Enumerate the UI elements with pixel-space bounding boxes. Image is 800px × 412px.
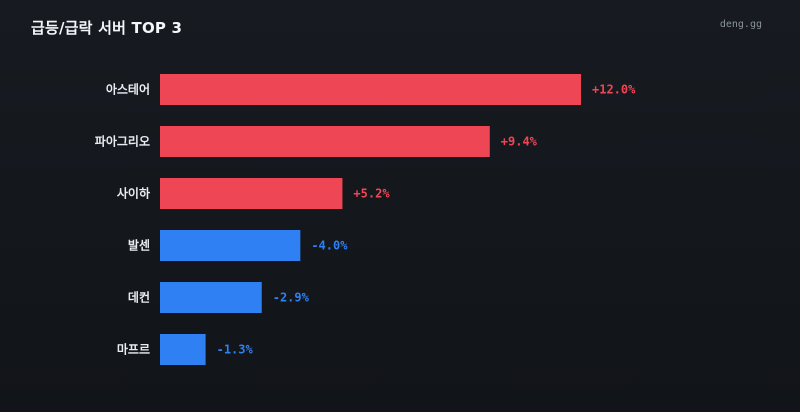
value-label: -4.0% bbox=[311, 239, 348, 253]
bar bbox=[160, 178, 343, 209]
value-label: -1.3% bbox=[217, 343, 254, 357]
category-label: 사이하 bbox=[117, 186, 150, 201]
value-label: -2.9% bbox=[273, 291, 310, 305]
bar bbox=[160, 74, 581, 105]
value-label: +5.2% bbox=[353, 187, 390, 201]
bar bbox=[160, 282, 262, 313]
value-label: +9.4% bbox=[501, 135, 538, 149]
category-label: 발센 bbox=[128, 238, 150, 253]
brand-watermark: deng.gg bbox=[719, 19, 762, 30]
category-label: 마프르 bbox=[117, 342, 150, 357]
category-label: 아스테어 bbox=[106, 82, 150, 97]
value-label: +12.0% bbox=[592, 83, 636, 97]
category-label: 파아그리오 bbox=[95, 134, 150, 149]
bar bbox=[160, 126, 490, 157]
chart-title: 급등/급락 서버 TOP 3 bbox=[31, 19, 183, 37]
bar bbox=[160, 230, 301, 261]
bar bbox=[160, 334, 206, 365]
category-label: 데컨 bbox=[128, 290, 150, 305]
